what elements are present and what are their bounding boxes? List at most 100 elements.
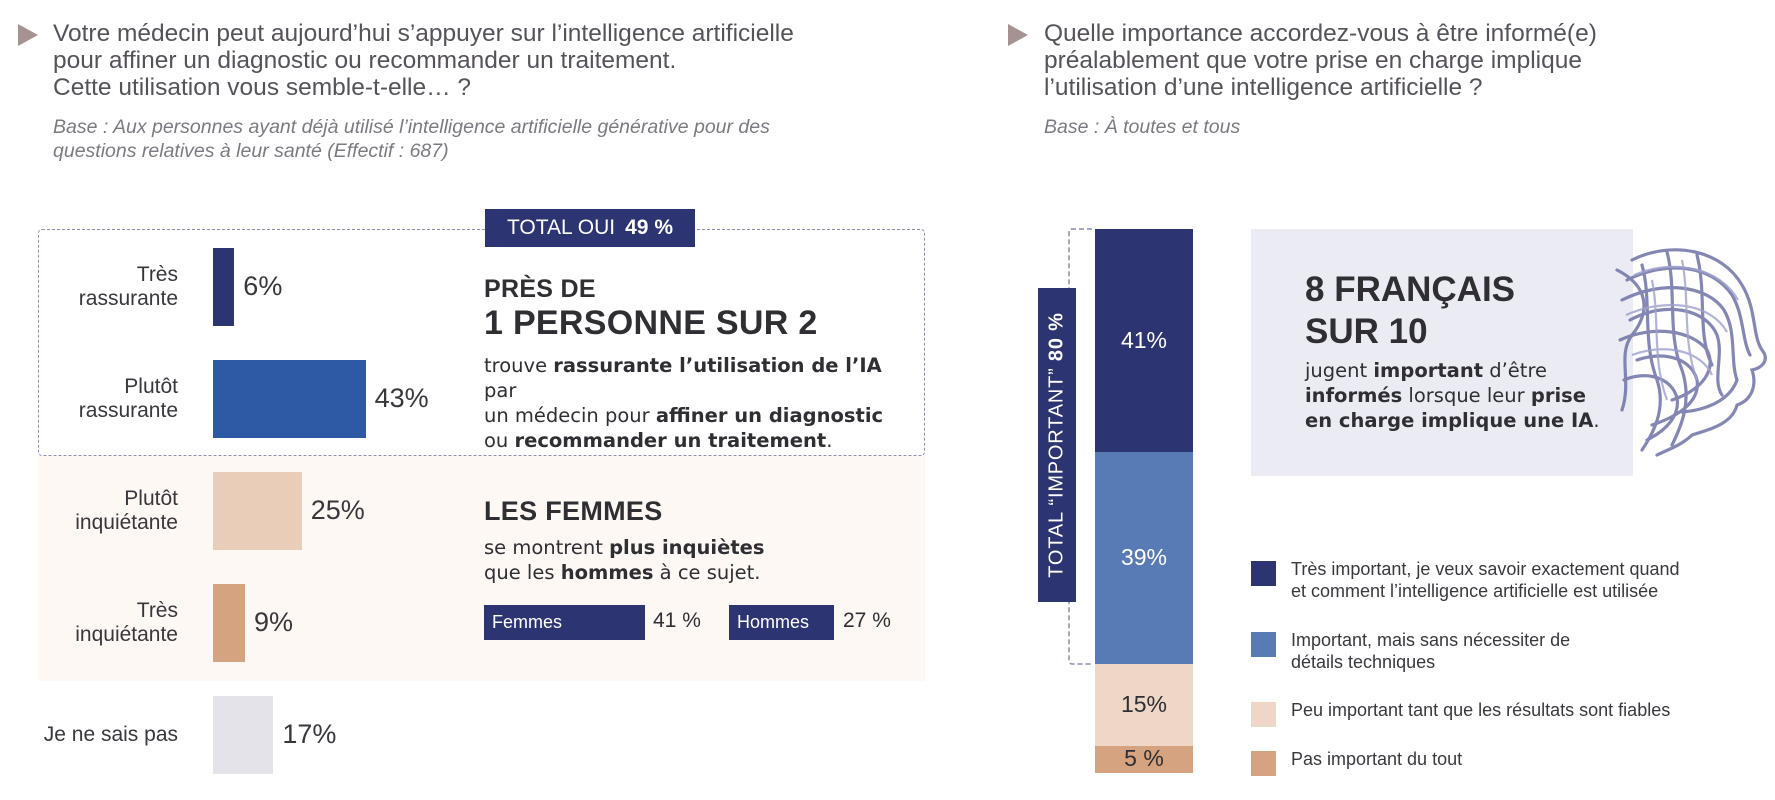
reassuring-zone [38, 229, 925, 456]
right-question-line: l’utilisation d’une intelligence artific… [1044, 74, 1483, 101]
value-label: 25% [310, 495, 365, 525]
legend-label: Très important, je veux savoir exactemen… [1291, 558, 1680, 602]
legend-label-line: et comment l’intelligence artificielle e… [1291, 581, 1659, 601]
left-base: Base : Aux personnes ayant déjà utilisé … [53, 115, 893, 163]
total-important-text: TOTAL “IMPORTANT” 80 % [1046, 312, 1069, 577]
legend-label: Peu important tant que les résultats son… [1291, 699, 1670, 721]
desc-line: que les hommes à ce sujet. [484, 560, 844, 585]
total-important-tag: TOTAL “IMPORTANT” 80 % [1038, 288, 1076, 602]
category-label: Plutôt inquiétante [20, 487, 178, 535]
desc-text: que les [484, 561, 561, 584]
women-value: 41 % [653, 609, 701, 632]
reassuring-description: trouve rassurante l’utilisation de l’IA … [484, 353, 904, 453]
question-marker-icon [1008, 24, 1028, 46]
callout-box [1251, 229, 1633, 476]
value-label: 17% [282, 719, 337, 749]
desc-text: . [1593, 409, 1600, 432]
callout-title-line: 8 FRANÇAIS [1305, 270, 1516, 309]
segment-value-label: 41% [1120, 326, 1168, 353]
value-label: 9% [253, 607, 293, 637]
desc-bold: hommes [560, 561, 654, 584]
left-base-line: Base : Aux personnes ayant déjà utilisé … [53, 116, 770, 138]
total-important-label: TOTAL “IMPORTANT” [1045, 367, 1068, 578]
total-bracket [1068, 228, 1092, 665]
women-description: se montrent plus inquiètes que les homme… [484, 535, 844, 585]
stack-segment: 15% [1095, 664, 1193, 746]
headline-small: PRÈS DE [484, 275, 596, 303]
bar [213, 360, 366, 438]
desc-bold: plus inquiètes [609, 536, 765, 559]
stack-segment: 41% [1095, 229, 1193, 453]
men-tag-label: Hommes [737, 612, 810, 632]
bar [213, 472, 302, 550]
desc-line: informés lorsque leur prise [1305, 383, 1615, 408]
desc-text: à ce sujet. [653, 561, 761, 584]
legend-item: Peu important tant que les résultats son… [1251, 699, 1670, 727]
category-label: Plutôt rassurante [20, 375, 178, 423]
segment-value-label: 15% [1120, 690, 1168, 717]
worried-zone [38, 456, 925, 681]
desc-text: jugent [1305, 359, 1374, 382]
legend-label-line: Très important, je veux savoir exactemen… [1291, 559, 1680, 579]
right-question-line: Quelle importance accordez-vous à être i… [1044, 20, 1597, 47]
category-label: Très rassurante [20, 263, 178, 311]
total-yes-label: TOTAL OUI [506, 216, 616, 239]
question-marker-icon [18, 24, 38, 46]
legend-label: Important, mais sans nécessiter de détail… [1291, 629, 1570, 673]
desc-text: se montrent [484, 536, 610, 559]
left-question-line: pour affiner un diagnostic ou recommande… [53, 47, 677, 74]
women-tag: Femmes [484, 605, 645, 640]
desc-text: par [484, 379, 517, 402]
stacked-bar: 41% 39% 15% 5 % [1095, 229, 1193, 773]
callout-title-line: SUR 10 [1305, 312, 1428, 351]
women-tag-label: Femmes [492, 612, 563, 632]
desc-line: se montrent plus inquiètes [484, 535, 844, 560]
callout-title: 8 FRANÇAIS SUR 10 [1305, 269, 1515, 353]
stack-segment: 5 % [1095, 745, 1193, 773]
right-base: Base : À toutes et tous [1044, 116, 1241, 138]
total-important-value: 80 % [1045, 312, 1068, 362]
desc-text: ou [484, 429, 515, 452]
headline-big: 1 PERSONNE SUR 2 [484, 304, 818, 342]
category-label-line: rassurante [78, 287, 178, 310]
right-question-line: préalablement que votre prise en charge … [1044, 47, 1582, 74]
desc-text: d’être [1483, 359, 1548, 382]
category-label-line: Très [136, 599, 178, 622]
legend-label-line: détails techniques [1291, 652, 1436, 672]
callout-description: jugent important d’être informés lorsque… [1305, 358, 1615, 433]
desc-bold: recommander un traitement [514, 429, 827, 452]
women-title: LES FEMMES [484, 496, 663, 526]
desc-line: en charge implique une IA. [1305, 408, 1615, 433]
desc-line: trouve rassurante l’utilisation de l’IA … [484, 353, 904, 403]
desc-line: un médecin pour affiner un diagnostic [484, 403, 904, 428]
legend-item: Très important, je veux savoir exactemen… [1251, 558, 1680, 602]
legend-swatch [1251, 561, 1276, 586]
left-question-line: Votre médecin peut aujourd’hui s’appuyer… [53, 20, 794, 47]
category-label: Je ne sais pas [20, 723, 178, 747]
stack-segment: 39% [1095, 452, 1193, 665]
desc-line: ou recommander un traitement. [484, 428, 904, 453]
desc-bold: rassurante l’utilisation de l’IA [553, 354, 882, 377]
legend-label-line: Peu important tant que les résultats son… [1291, 700, 1671, 720]
men-tag: Hommes [729, 605, 834, 640]
legend-swatch [1251, 632, 1276, 657]
left-question: Votre médecin peut aujourd’hui s’appuyer… [53, 20, 873, 101]
segment-value-label: 39% [1120, 544, 1168, 571]
category-label-line: Plutôt [124, 375, 178, 398]
legend-item: Pas important du tout [1251, 748, 1462, 776]
category-label-line: Très [136, 263, 178, 286]
desc-text: trouve [484, 354, 554, 377]
legend-item: Important, mais sans nécessiter de détail… [1251, 629, 1570, 673]
value-label: 43% [374, 383, 429, 413]
right-question: Quelle importance accordez-vous à être i… [1044, 20, 1744, 101]
category-label-line: rassurante [78, 399, 178, 422]
men-value: 27 % [843, 609, 891, 632]
left-base-line: questions relatives à leur santé (Effect… [53, 140, 449, 162]
segment-value-label: 5 % [1124, 745, 1164, 772]
category-label-line: Plutôt [124, 487, 178, 510]
ai-head-illustration [1615, 248, 1767, 457]
desc-line: jugent important d’être [1305, 358, 1615, 383]
legend-swatch [1251, 702, 1276, 727]
desc-text: un médecin pour [484, 404, 656, 427]
desc-bold: informés [1305, 384, 1403, 407]
